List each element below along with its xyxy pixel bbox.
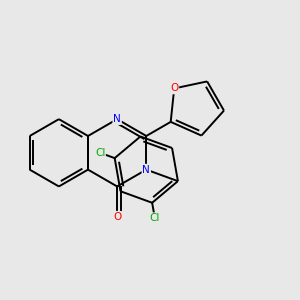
Text: O: O [113,212,121,222]
Text: N: N [113,114,121,124]
Text: Cl: Cl [95,148,105,158]
Text: O: O [170,83,178,93]
Text: N: N [142,165,150,175]
Text: Cl: Cl [150,213,160,223]
